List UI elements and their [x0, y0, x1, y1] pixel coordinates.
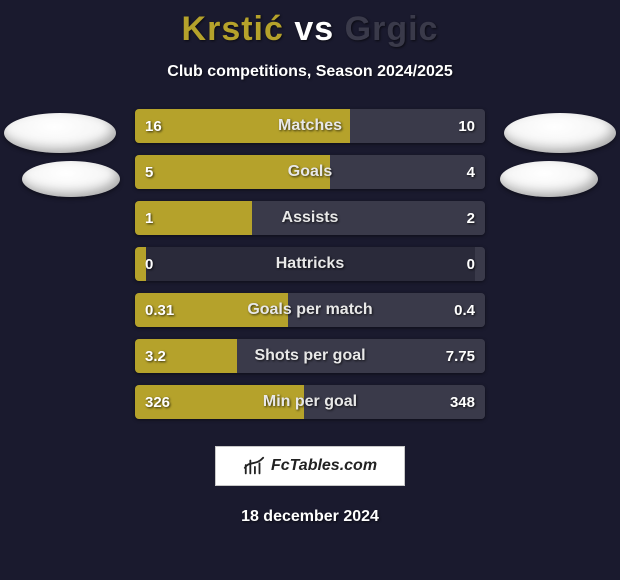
stat-row: 00Hattricks	[135, 247, 485, 281]
bar-fill-left	[135, 155, 330, 189]
bar-fill-right	[304, 385, 485, 419]
bar-fill-left	[135, 385, 304, 419]
player1-badge-placeholder-2	[22, 161, 120, 197]
bar-track	[135, 247, 485, 281]
player2-badge-placeholder-2	[500, 161, 598, 197]
stat-row: 326348Min per goal	[135, 385, 485, 419]
bar-fill-right	[350, 109, 485, 143]
source-badge: FcTables.com	[215, 446, 405, 486]
player2-badge-placeholder-1	[504, 113, 616, 153]
player1-badge-placeholder-1	[4, 113, 116, 153]
stat-row: 12Assists	[135, 201, 485, 235]
bar-fill-left	[135, 201, 252, 235]
stat-row: 1610Matches	[135, 109, 485, 143]
source-brand-text: FcTables.com	[271, 457, 377, 475]
stat-row: 54Goals	[135, 155, 485, 189]
comparison-title: Krstić vs Grgic	[0, 0, 620, 49]
vs-separator: vs	[294, 10, 334, 48]
bar-fill-right	[475, 247, 486, 281]
stat-row: 3.27.75Shots per goal	[135, 339, 485, 373]
player2-name: Grgic	[345, 10, 439, 48]
bar-fill-right	[288, 293, 485, 327]
bar-fill-left	[135, 293, 288, 327]
bar-fill-left	[135, 109, 350, 143]
bar-fill-right	[330, 155, 485, 189]
stat-bars-container: 1610Matches 54Goals 12Assists 00Hattricks 0.…	[135, 109, 485, 431]
fctables-logo-icon	[243, 455, 265, 477]
bar-fill-right	[237, 339, 485, 373]
bar-fill-right	[252, 201, 485, 235]
stat-row: 0.310.4Goals per match	[135, 293, 485, 327]
bar-fill-left	[135, 247, 146, 281]
stats-area: 1610Matches 54Goals 12Assists 00Hattricks 0.…	[0, 109, 620, 429]
footer-date: 18 december 2024	[0, 508, 620, 526]
bar-fill-left	[135, 339, 237, 373]
subtitle: Club competitions, Season 2024/2025	[0, 63, 620, 81]
player1-name: Krstić	[182, 10, 284, 48]
